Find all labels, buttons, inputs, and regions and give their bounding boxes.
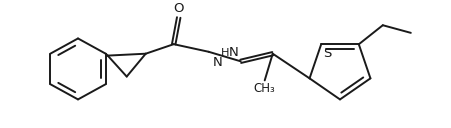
Text: H: H [220,48,229,58]
Text: N: N [229,46,238,59]
Text: CH₃: CH₃ [253,82,275,95]
Text: S: S [322,47,331,60]
Text: O: O [173,2,184,15]
Text: N: N [212,56,222,69]
